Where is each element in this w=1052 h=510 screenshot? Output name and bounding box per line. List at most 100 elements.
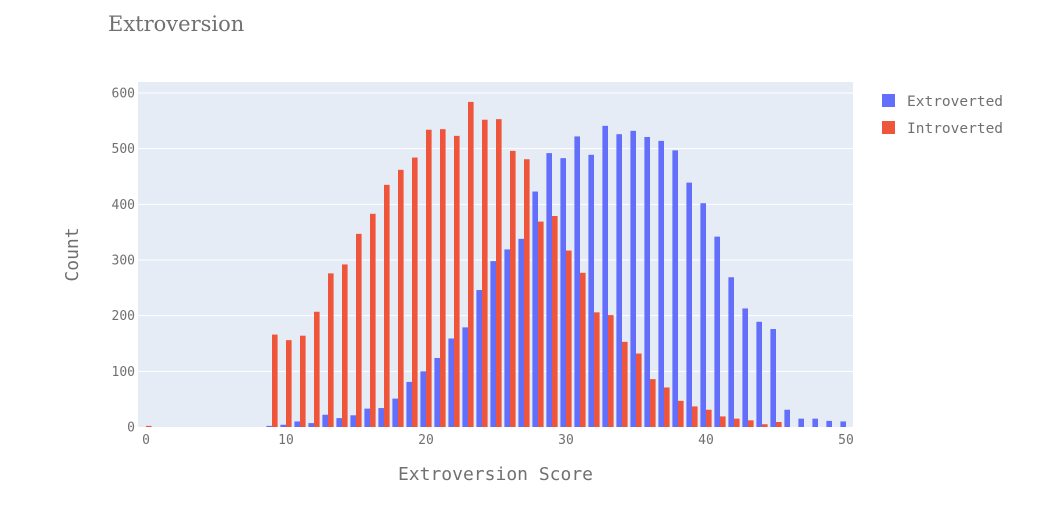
bar-extroverted-38 [672, 150, 678, 427]
bar-introverted-19 [412, 157, 418, 427]
bar-introverted-35 [636, 353, 642, 427]
bar-extroverted-28 [532, 191, 538, 427]
bar-introverted-29 [552, 216, 558, 427]
bar-extroverted-15 [350, 415, 356, 427]
bar-extroverted-26 [504, 249, 510, 427]
bar-extroverted-42 [728, 277, 734, 427]
bar-introverted-17 [384, 184, 390, 427]
bar-introverted-14 [342, 264, 348, 427]
bar-extroverted-35 [630, 130, 636, 427]
bar-introverted-30 [566, 250, 572, 427]
bar-introverted-42 [734, 418, 740, 427]
bar-extroverted-34 [616, 134, 622, 427]
bar-introverted-40 [706, 409, 712, 427]
bar-extroverted-19 [406, 381, 412, 427]
bar-extroverted-9 [266, 425, 272, 427]
bar-introverted-39 [692, 406, 698, 427]
bar-introverted-44 [762, 424, 768, 427]
bar-extroverted-25 [490, 261, 496, 427]
bar-introverted-24 [482, 119, 488, 427]
y-tick-label: 300 [112, 254, 135, 269]
legend-label: Introverted [907, 121, 1003, 137]
bar-introverted-32 [594, 312, 600, 427]
bar-extroverted-20 [420, 371, 426, 427]
y-axis-ticks: 0 100 200 300 400 500 600 [112, 87, 135, 436]
x-tick-label: 30 [558, 433, 574, 448]
legend-swatch [882, 121, 895, 134]
bar-introverted-20 [426, 129, 432, 428]
bar-extroverted-27 [518, 238, 524, 427]
bar-extroverted-17 [378, 408, 384, 427]
y-tick-label: 0 [127, 421, 135, 436]
x-tick-label: 10 [278, 433, 294, 448]
y-tick-label: 400 [112, 198, 135, 213]
bar-extroverted-21 [434, 357, 440, 427]
x-tick-label: 0 [142, 433, 150, 448]
bar-extroverted-18 [392, 398, 398, 427]
bar-extroverted-12 [308, 423, 314, 427]
bar-extroverted-23 [462, 327, 468, 427]
bar-introverted-37 [664, 387, 670, 427]
y-tick-label: 500 [112, 142, 135, 157]
bar-introverted-26 [510, 150, 516, 427]
bar-extroverted-41 [714, 236, 720, 427]
bar-introverted-9 [272, 334, 278, 427]
bar-extroverted-14 [336, 418, 342, 427]
bar-introverted-10 [286, 340, 292, 427]
bar-introverted-22 [454, 135, 460, 428]
bar-extroverted-10 [280, 424, 286, 427]
legend-item-introverted[interactable]: Introverted [882, 121, 1003, 137]
bar-introverted-11 [300, 335, 306, 427]
bar-introverted-12 [314, 311, 320, 427]
y-tick-label: 100 [112, 365, 135, 380]
bar-extroverted-37 [658, 140, 664, 427]
bar-extroverted-22 [448, 338, 454, 427]
bar-introverted-41 [720, 416, 726, 427]
bar-introverted-38 [678, 400, 684, 427]
bar-extroverted-13 [322, 414, 328, 427]
bar-introverted-33 [608, 315, 614, 427]
bar-extroverted-32 [588, 154, 594, 428]
x-tick-label: 40 [698, 433, 714, 448]
bar-extroverted-11 [294, 421, 300, 427]
bar-extroverted-30 [560, 158, 566, 427]
bar-introverted-34 [622, 341, 628, 427]
bar-extroverted-47 [798, 418, 804, 427]
bar-extroverted-39 [686, 182, 692, 427]
y-tick-label: 200 [112, 309, 135, 324]
chart-title: Extroversion [108, 12, 244, 36]
bar-introverted-25 [496, 119, 502, 427]
bar-introverted-45 [776, 421, 782, 427]
y-tick-label: 600 [112, 87, 135, 102]
bar-introverted-43 [748, 420, 754, 427]
bar-extroverted-33 [602, 125, 608, 427]
bar-introverted-28 [538, 221, 544, 427]
series-extroverted [266, 125, 846, 428]
x-tick-label: 50 [838, 433, 854, 448]
legend-swatch [882, 94, 895, 107]
legend-label: Extroverted [907, 94, 1003, 110]
x-axis-title: Extroversion Score [398, 464, 593, 485]
bar-introverted-15 [356, 233, 362, 427]
bar-introverted-31 [580, 272, 586, 427]
bar-extroverted-43 [742, 308, 748, 427]
bar-extroverted-48 [812, 418, 818, 427]
bars [146, 101, 846, 428]
legend[interactable]: Extroverted Introverted [882, 94, 1003, 137]
bar-introverted-23 [468, 101, 474, 427]
bar-extroverted-24 [476, 290, 482, 427]
bar-introverted-36 [650, 379, 656, 427]
bar-extroverted-36 [644, 136, 650, 428]
bar-introverted-16 [370, 213, 376, 427]
bar-extroverted-31 [574, 136, 580, 428]
bar-introverted-13 [328, 273, 334, 427]
series-introverted [146, 101, 782, 428]
legend-item-extroverted[interactable]: Extroverted [882, 94, 1003, 110]
x-axis-ticks: 0 10 20 30 40 50 [142, 433, 854, 448]
bar-extroverted-29 [546, 153, 552, 427]
bar-introverted-21 [440, 129, 446, 427]
bar-extroverted-44 [756, 321, 762, 427]
bar-introverted-27 [524, 159, 530, 428]
bar-extroverted-49 [826, 420, 832, 427]
